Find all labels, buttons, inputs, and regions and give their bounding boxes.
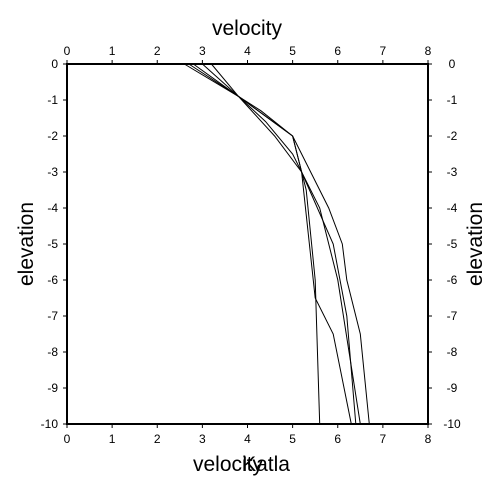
right-y-tick-label: -3 — [447, 165, 458, 179]
plot-frame — [66, 63, 429, 425]
plot-frame-group — [66, 63, 429, 425]
left-y-tick-label: -5 — [47, 237, 58, 251]
left-y-tick-label: -2 — [47, 129, 58, 143]
left-y-tick-label: -7 — [47, 309, 58, 323]
top-x-tick-label: 1 — [109, 44, 116, 58]
left-y-tick-label: -1 — [47, 93, 58, 107]
bottom-x-tick-label: 6 — [334, 432, 341, 446]
top-x-tick-label: 7 — [380, 44, 387, 58]
right-y-tick-label: -10 — [443, 417, 461, 431]
right-y-tick-label: -7 — [447, 309, 458, 323]
axis-ticks-group — [63, 60, 432, 428]
right-y-tick-label: 0 — [449, 57, 456, 71]
bottom-x-tick-label: 3 — [199, 432, 206, 446]
bottom-x-tick-label: 5 — [289, 432, 296, 446]
right-y-tick-label: -1 — [447, 93, 458, 107]
right-y-tick-label: -6 — [447, 273, 458, 287]
bottom-x-tick-label: 4 — [244, 432, 251, 446]
bottom-x-axis-title-2: Katla — [242, 453, 290, 476]
left-y-tick-label: -3 — [47, 165, 58, 179]
top-x-tick-label: 2 — [154, 44, 161, 58]
velocity-profile-line-2 — [193, 63, 352, 425]
bottom-x-tick-label: 0 — [64, 432, 71, 446]
top-x-tick-label: 8 — [425, 44, 432, 58]
bottom-x-tick-label: 2 — [154, 432, 161, 446]
bottom-x-tick-label: 1 — [109, 432, 116, 446]
left-y-tick-label: -10 — [41, 417, 59, 431]
right-y-axis-title: elevation — [464, 202, 487, 286]
left-y-tick-label: -9 — [47, 381, 58, 395]
top-x-tick-label: 5 — [289, 44, 296, 58]
bottom-x-axis-title-1: velocity — [193, 453, 264, 476]
top-x-tick-label: 6 — [334, 44, 341, 58]
bottom-x-tick-label: 8 — [425, 432, 432, 446]
top-x-axis-title: velocity — [212, 17, 283, 40]
bottom-x-tick-label: 7 — [380, 432, 387, 446]
right-y-tick-label: -9 — [447, 381, 458, 395]
velocity-profile-line-3 — [202, 63, 370, 425]
right-y-tick-label: -4 — [447, 201, 458, 215]
left-y-tick-label: 0 — [51, 57, 58, 71]
right-y-tick-label: -5 — [447, 237, 458, 251]
left-y-tick-label: -6 — [47, 273, 58, 287]
top-x-tick-label: 4 — [244, 44, 251, 58]
velocity-profile-line-4 — [211, 63, 361, 425]
left-y-tick-label: -4 — [47, 201, 58, 215]
top-x-tick-label: 3 — [199, 44, 206, 58]
velocity-profile-line-5 — [184, 63, 357, 425]
right-y-tick-label: -8 — [447, 345, 458, 359]
right-y-tick-label: -2 — [447, 129, 458, 143]
left-y-axis-title: elevation — [15, 202, 38, 286]
top-x-tick-label: 0 — [64, 44, 71, 58]
velocity-profile-line-1 — [188, 63, 321, 425]
left-y-tick-label: -8 — [47, 345, 58, 359]
series-lines-group — [184, 63, 370, 425]
